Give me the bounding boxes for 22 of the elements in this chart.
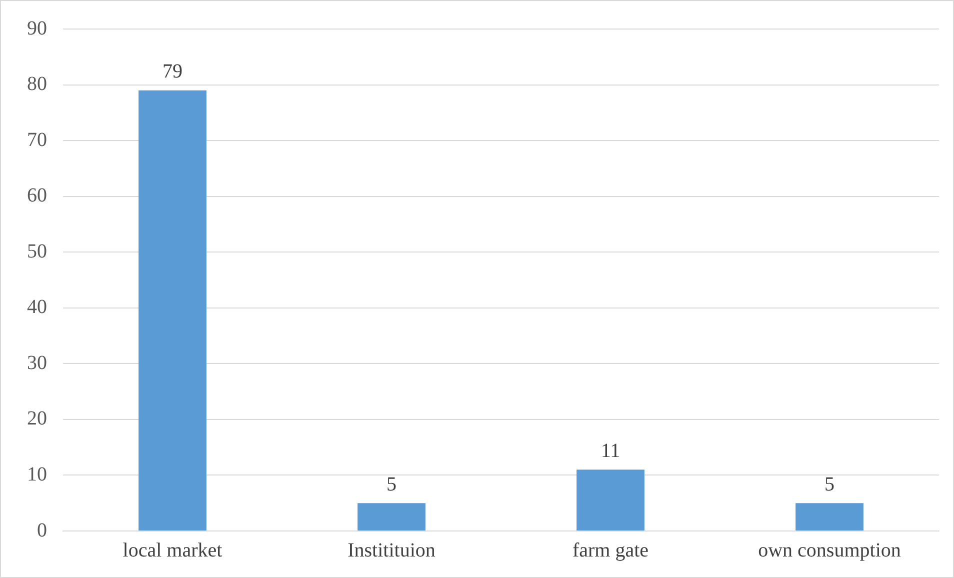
bar (796, 503, 864, 530)
y-tick-label: 60 (27, 184, 47, 207)
x-tick-label: Institituion (348, 539, 436, 562)
data-label: 11 (600, 440, 620, 462)
bar (358, 503, 426, 530)
bar (576, 470, 644, 530)
data-label: 5 (386, 473, 396, 496)
y-tick-label: 20 (27, 408, 47, 430)
x-tick-label: own consumption (758, 539, 901, 562)
bar (138, 90, 206, 530)
x-tick-label: farm gate (572, 539, 649, 562)
y-tick-label: 70 (27, 128, 47, 151)
y-tick-label: 50 (27, 240, 47, 262)
y-tick-label: 0 (37, 519, 47, 542)
data-label: 79 (162, 60, 182, 83)
y-tick-label: 30 (27, 352, 47, 374)
y-tick-label: 10 (27, 463, 47, 486)
x-tick-label: local market (122, 539, 223, 562)
y-tick-label: 90 (27, 17, 47, 40)
y-tick-label: 40 (27, 296, 47, 318)
data-label: 5 (824, 473, 834, 496)
y-tick-label: 80 (27, 73, 47, 96)
